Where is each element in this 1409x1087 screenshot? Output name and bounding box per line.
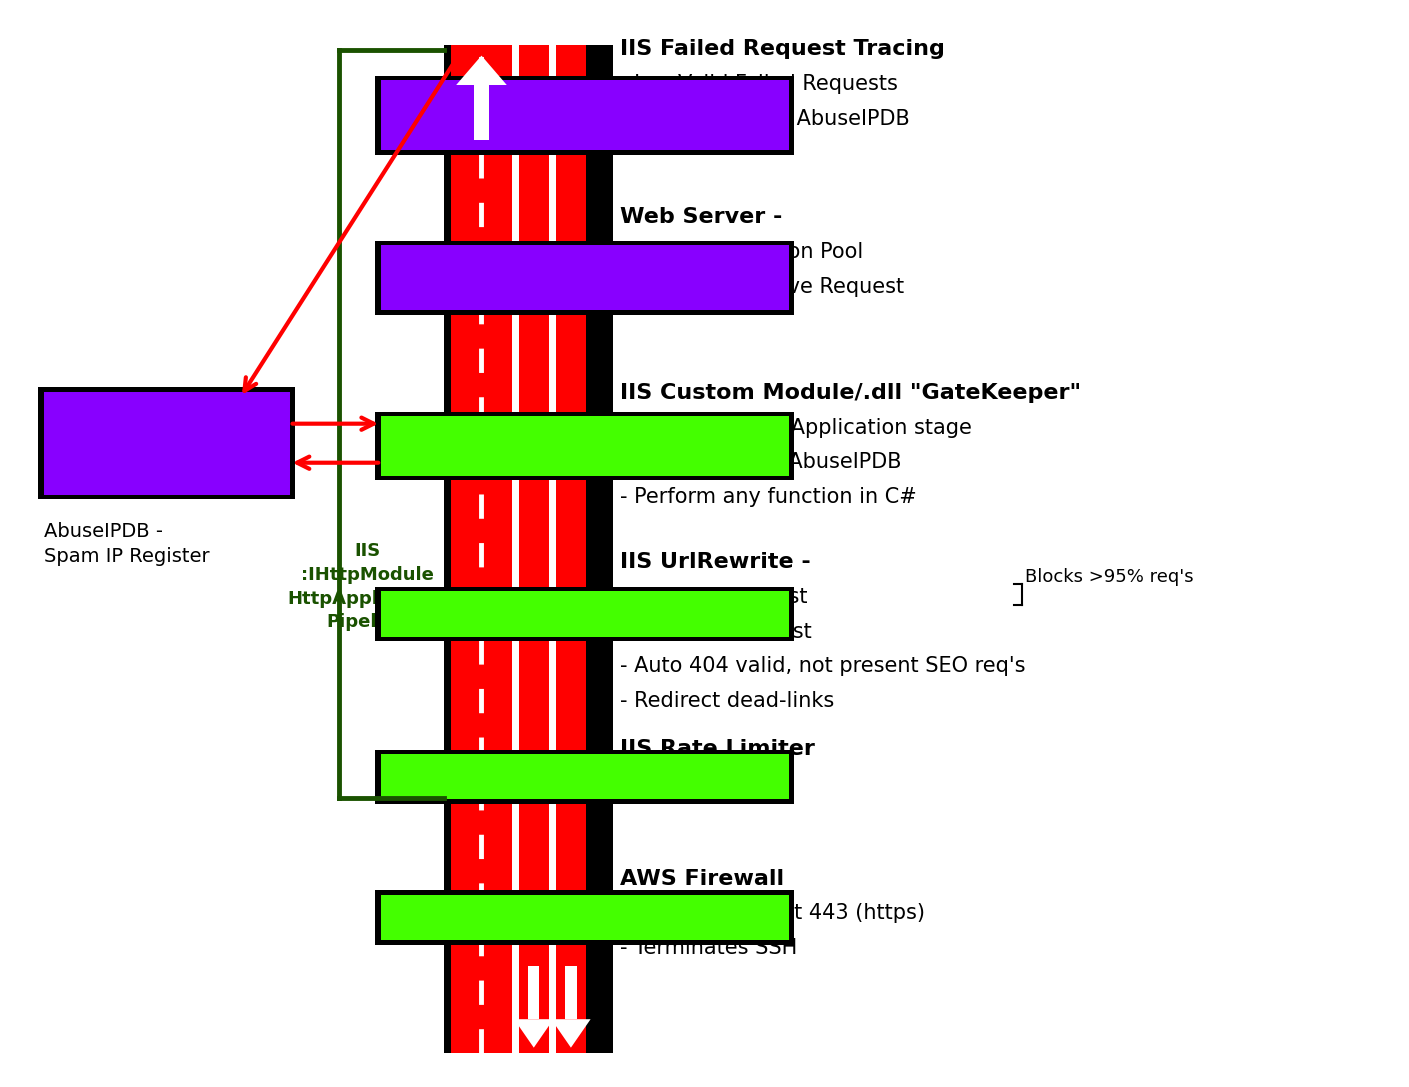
Text: IIS Rate Limiter: IIS Rate Limiter [620,739,814,759]
Text: Web Server -: Web Server - [620,208,782,227]
Bar [380,591,789,637]
Bar [44,391,290,495]
Text: - Terminates SSH: - Terminates SSH [620,938,797,958]
Text: - Blocks ports not 443 (https): - Blocks ports not 443 (https) [620,903,926,924]
Bar [380,895,789,940]
Bar [550,45,555,1053]
Bar [375,76,795,154]
Bar [451,45,511,1053]
Text: - Wake Application Pool: - Wake Application Pool [620,242,864,262]
Text: - Send Invalid to AbuseIPDB: - Send Invalid to AbuseIPDB [620,109,910,128]
Bar [380,416,789,476]
Bar [375,587,795,641]
Text: - Perform any function in C#: - Perform any function in C# [620,487,917,508]
Bar [38,387,296,499]
Bar [519,45,550,1053]
Bar [511,45,519,1053]
Bar [475,85,489,139]
Bar [380,246,789,311]
Text: IIS UrlRewrite -: IIS UrlRewrite - [620,552,810,572]
Text: IIS Custom Module/.dll "GateKeeper": IIS Custom Module/.dll "GateKeeper" [620,383,1081,403]
Polygon shape [457,55,507,85]
Text: - Custom Whitelist: - Custom Whitelist [620,622,812,641]
Text: - Attempt to Serve Request: - Attempt to Serve Request [620,277,905,297]
Bar [375,412,795,480]
Bar [375,890,795,945]
Bar [565,966,576,1020]
Text: - Log Valid Failed Requests: - Log Valid Failed Requests [620,74,898,95]
Text: - Redirect dead-links: - Redirect dead-links [620,691,834,711]
Text: AWS Firewall: AWS Firewall [620,869,785,889]
Text: IIS
:IHttpModule
HttpApplication
Pipeline: IIS :IHttpModule HttpApplication Pipelin… [287,542,447,632]
Polygon shape [514,1020,554,1048]
Text: - Intercepts HttpApplication stage: - Intercepts HttpApplication stage [620,417,972,438]
Bar [375,750,795,803]
Bar [380,754,789,799]
Text: AbuseIPDB -
Spam IP Register: AbuseIPDB - Spam IP Register [44,522,209,566]
Text: IIS Failed Request Tracing: IIS Failed Request Tracing [620,39,945,60]
Bar [444,45,613,1053]
Text: - Custom Blacklist: - Custom Blacklist [620,587,807,607]
Polygon shape [551,1020,590,1048]
Bar [375,241,795,315]
Text: - Validates IP to AbuseIPDB: - Validates IP to AbuseIPDB [620,452,902,473]
Text: Blocks >95% req's: Blocks >95% req's [1026,569,1193,587]
Bar [555,45,586,1053]
Bar [380,80,789,150]
Bar [528,966,540,1020]
Text: - Auto 404 valid, not present SEO req's: - Auto 404 valid, not present SEO req's [620,657,1026,676]
